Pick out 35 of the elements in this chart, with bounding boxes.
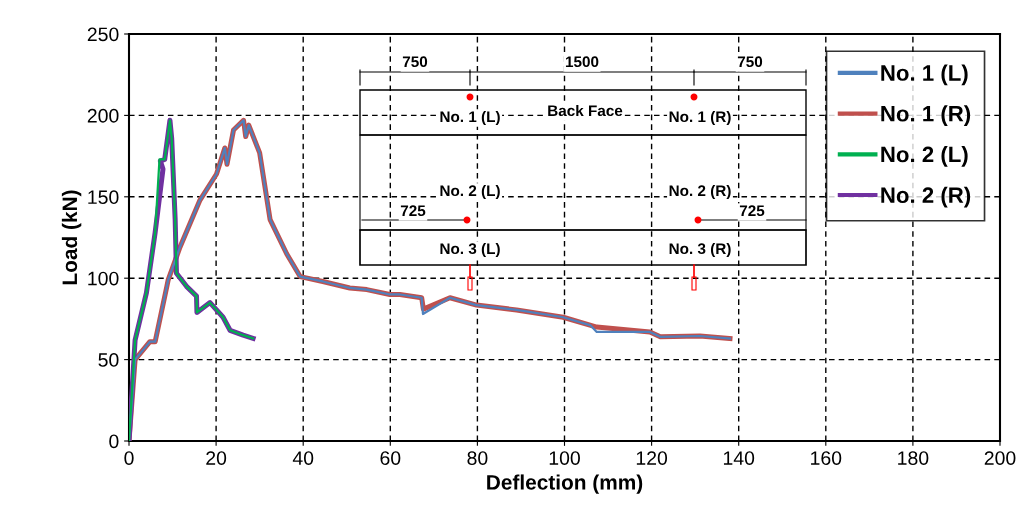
annotation: No. 3 (L)	[440, 242, 500, 258]
annotation: No. 3 (R)	[669, 242, 731, 258]
annotation: Back Face	[548, 104, 623, 117]
legend-label: No. 1 (R)	[881, 105, 971, 126]
x-tick-label: 40	[292, 451, 314, 465]
annotation: 725	[739, 205, 765, 217]
x-tick-label: 80	[467, 451, 488, 465]
annotation: 725	[400, 205, 426, 217]
y-axis-title: Load (kN)	[61, 190, 82, 285]
annotation: No. 1 (R)	[669, 110, 731, 126]
x-tick-label: 20	[206, 451, 227, 465]
y-tick-label: 150	[88, 190, 119, 205]
x-axis-title: Deflection (mm)	[487, 474, 643, 494]
x-tick-label: 200	[984, 451, 1016, 465]
y-tick-label: 200	[87, 108, 119, 123]
x-tick-label: 0	[124, 451, 134, 465]
annotation: 750	[402, 56, 428, 68]
annotation: No. 2 (L)	[440, 184, 500, 200]
x-tick-label: 120	[636, 451, 668, 465]
legend-label: No. 2 (L)	[881, 145, 968, 167]
annotation: No. 2 (R)	[669, 184, 731, 200]
x-tick-label: 60	[380, 451, 401, 465]
y-tick-label: 100	[88, 271, 119, 286]
annotation: No. 1 (L)	[440, 110, 500, 126]
legend-label: No. 2 (R)	[881, 186, 971, 208]
x-tick-label: 140	[723, 451, 755, 465]
legend-label: No. 1 (L)	[881, 64, 968, 86]
x-tick-label: 100	[549, 451, 580, 465]
x-tick-label: 180	[898, 451, 929, 465]
annotation: 750	[737, 56, 763, 68]
y-tick-label: 250	[87, 27, 119, 42]
y-tick-label: 50	[98, 353, 119, 367]
annotation: 1500	[565, 56, 599, 68]
y-tick-label: 0	[109, 434, 119, 449]
x-tick-label: 160	[811, 451, 842, 465]
